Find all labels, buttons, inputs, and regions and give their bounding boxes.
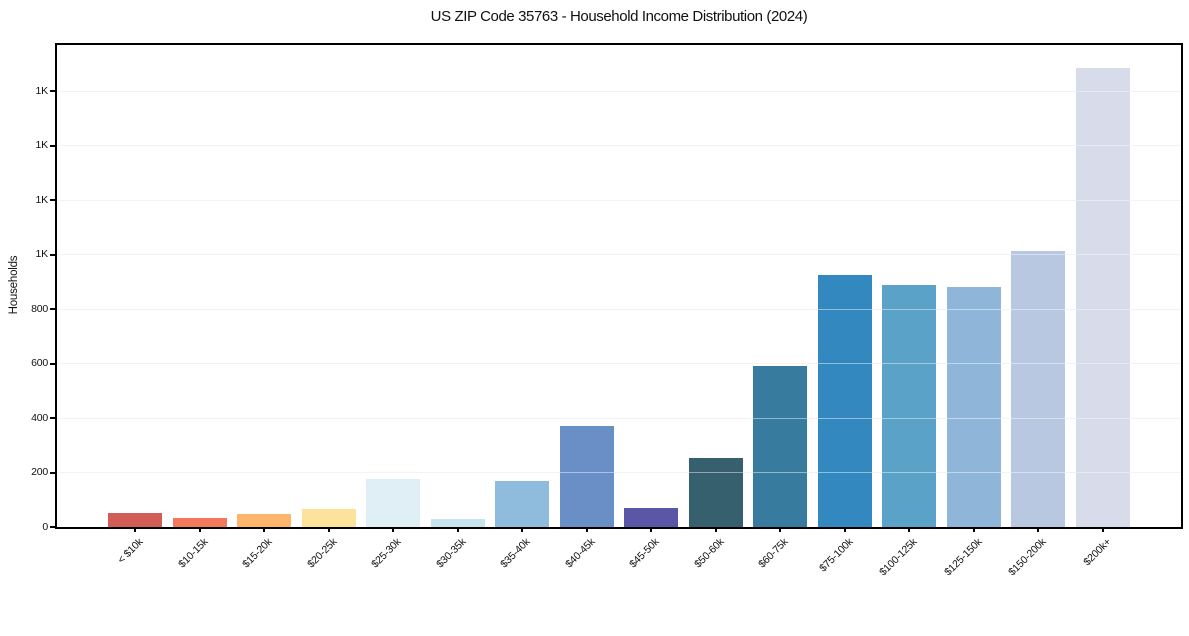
y-tick-mark	[50, 417, 55, 420]
gridline-1K-1000	[57, 254, 1181, 256]
bar-45-50k	[624, 507, 679, 527]
bar-200k+	[1076, 68, 1130, 527]
x-tick-mark	[585, 527, 588, 532]
x-tick-mark	[1102, 527, 1104, 532]
gridline-1K-1400	[57, 145, 1181, 147]
y-tick-label-800: 800	[31, 302, 48, 315]
bar-75-100k	[817, 275, 872, 527]
y-tick-label-1200: 1K	[35, 193, 49, 206]
y-tick-mark	[50, 471, 55, 474]
bar-100-125k	[882, 285, 937, 527]
x-tick-mark	[392, 527, 395, 532]
bar-15-20k	[237, 513, 292, 527]
bar-60-75k	[753, 366, 808, 527]
gridline-overlay	[57, 363, 1181, 365]
gridline-1K-1600	[57, 90, 1181, 92]
plot-canvas	[57, 45, 1181, 527]
bar-10-15k	[172, 518, 227, 527]
y-tick-mark	[50, 362, 55, 365]
gridline-overlay	[57, 145, 1181, 147]
gridline-overlay	[57, 472, 1181, 474]
x-tick-mark	[134, 527, 136, 532]
y-tick-label-1600: 1K	[35, 84, 49, 97]
x-tick-mark	[263, 527, 266, 532]
y-tick-label-600: 600	[31, 357, 48, 370]
bar-40-45k	[559, 425, 614, 527]
plot-area	[55, 43, 1183, 529]
gridline-1K-1200	[57, 199, 1181, 201]
y-tick-mark	[50, 199, 55, 202]
y-tick-label-200: 200	[31, 466, 48, 479]
y-tick-label-400: 400	[31, 411, 48, 424]
income-distribution-chart: US ZIP Code 35763 - Household Income Dis…	[8, 8, 1183, 579]
y-tick-mark	[50, 144, 55, 147]
x-tick-mark	[198, 527, 201, 532]
bar-35-40k	[495, 480, 550, 527]
x-tick-mark	[972, 527, 975, 532]
y-tick-label-1000: 1K	[35, 248, 49, 261]
bar-30-35k	[430, 518, 485, 527]
bar-125-150k	[946, 286, 1001, 527]
y-tick-label-0: 0	[42, 520, 48, 533]
y-axis-label: Households	[8, 255, 20, 315]
x-tick-mark	[779, 527, 782, 532]
gridline-600-600	[57, 363, 1181, 365]
y-tick-mark	[50, 526, 55, 528]
x-tick-mark	[327, 527, 330, 532]
x-tick-mark	[1037, 527, 1040, 532]
x-tick-mark	[714, 527, 717, 532]
x-tick-mark	[843, 527, 846, 532]
bar-10k	[108, 512, 162, 527]
bar-150-200k	[1011, 250, 1066, 527]
gridline-overlay	[57, 90, 1181, 92]
y-tick-mark	[50, 253, 55, 256]
gridline-overlay	[57, 308, 1181, 310]
gridline-overlay	[57, 254, 1181, 256]
y-tick-mark	[50, 308, 55, 311]
x-tick-mark	[521, 527, 524, 532]
bar-50-60k	[688, 457, 743, 527]
gridline-400-400	[57, 417, 1181, 419]
gridline-200-200	[57, 472, 1181, 474]
bar-20-25k	[301, 509, 356, 527]
gridline-800-800	[57, 308, 1181, 310]
x-tick-mark	[908, 527, 911, 532]
x-tick-mark	[650, 527, 653, 532]
x-tick-mark	[456, 527, 459, 532]
y-tick-mark	[50, 90, 55, 93]
gridline-overlay	[57, 417, 1181, 419]
chart-title: US ZIP Code 35763 - Household Income Dis…	[430, 8, 808, 25]
bar-25-30k	[366, 479, 421, 527]
y-tick-label-1400: 1K	[35, 139, 49, 152]
gridline-overlay	[57, 199, 1181, 201]
